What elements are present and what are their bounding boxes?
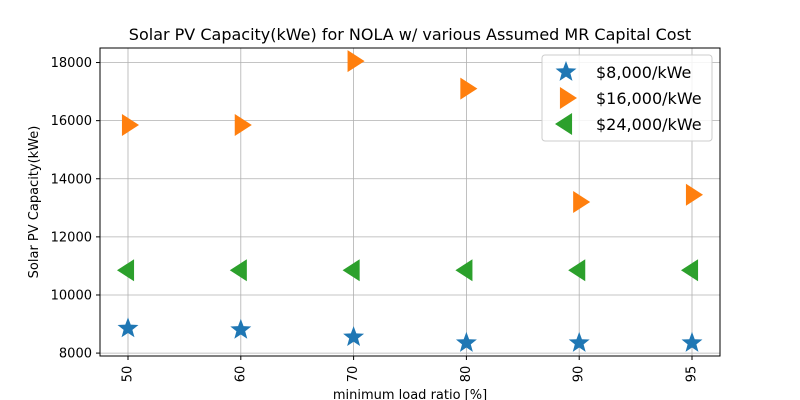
data-point (117, 259, 135, 282)
data-point (230, 318, 252, 339)
x-tick-label: 70 (346, 366, 361, 383)
data-point (117, 317, 139, 338)
data-point (573, 191, 591, 213)
plot-frame (99, 47, 721, 357)
x-tick-label: 80 (459, 366, 474, 383)
data-point (342, 259, 360, 282)
y-tick-label: 18000 (51, 56, 92, 71)
legend-box (541, 54, 713, 142)
data-point (455, 331, 477, 352)
data-point (681, 259, 699, 282)
x-axis-label: minimum load ratio [%] (333, 388, 487, 400)
y-axis-label: Solar PV Capacity(kWe) (27, 126, 42, 279)
data-point (455, 259, 473, 282)
data-points (117, 50, 703, 352)
data-point (685, 183, 703, 206)
legend-label: $24,000/kWe (596, 115, 702, 134)
data-point (343, 326, 365, 347)
legend-marker (555, 113, 573, 135)
data-point (568, 259, 586, 282)
data-point (568, 331, 590, 352)
data-point (347, 50, 365, 73)
x-tick-label: 95 (685, 366, 700, 383)
y-axis-ticks: 8000 10000 12000 14000 16000 18000 (51, 56, 100, 362)
data-point (229, 259, 247, 282)
legend-marker (555, 61, 577, 81)
y-tick-label: 16000 (51, 114, 92, 129)
y-tick-label: 10000 (51, 288, 92, 303)
x-axis-ticks: 50 60 70 80 90 95 (121, 356, 700, 382)
x-tick-label: 50 (121, 366, 136, 383)
y-tick-label: 14000 (51, 172, 92, 187)
data-point (460, 77, 478, 100)
y-tick-label: 12000 (51, 230, 92, 245)
data-point (121, 114, 139, 136)
data-point (234, 114, 252, 136)
data-point (681, 331, 703, 352)
legend-label: $8,000/kWe (596, 63, 691, 82)
legend-label: $16,000/kWe (596, 89, 702, 108)
y-tick-label: 8000 (59, 347, 92, 362)
legend-marker (559, 87, 577, 109)
x-tick-label: 60 (233, 366, 248, 383)
x-tick-label: 90 (572, 366, 587, 383)
legend: $8,000/kWe $16,000/kWe $24,000/kWe (541, 54, 713, 142)
chart-title: Solar PV Capacity(kWe) for NOLA w/ vario… (129, 25, 691, 44)
